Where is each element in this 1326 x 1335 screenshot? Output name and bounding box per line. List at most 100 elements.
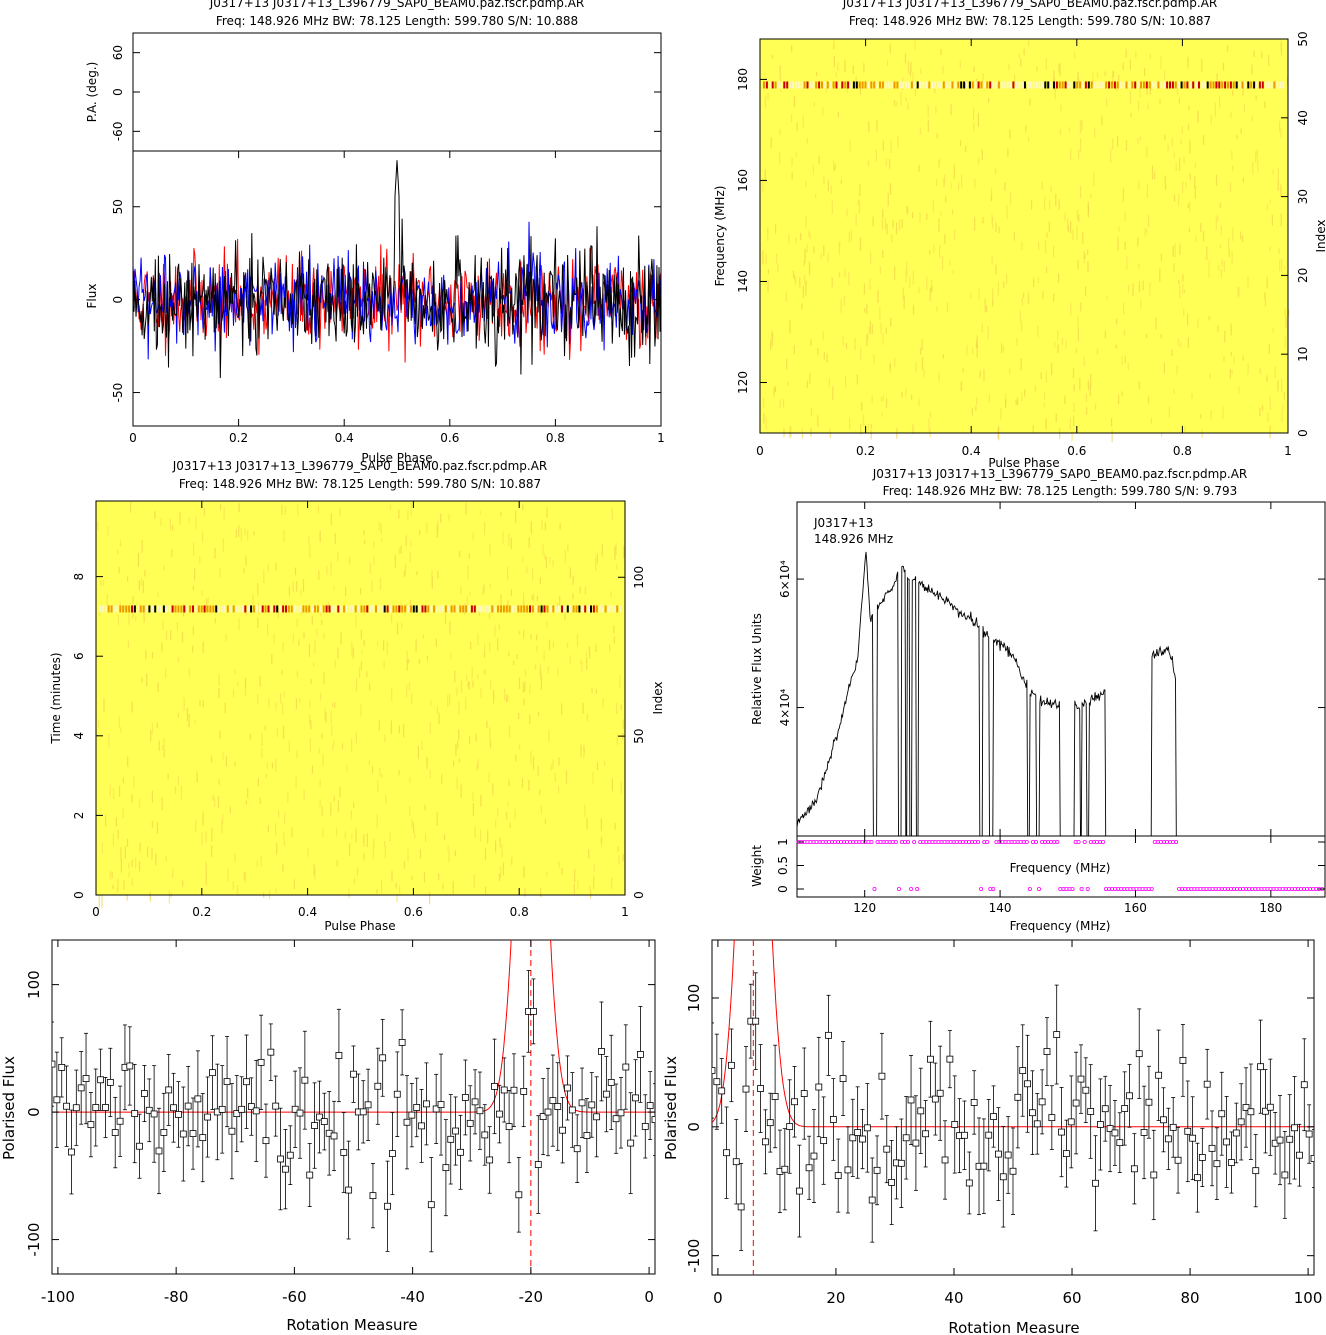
heatmap-bright-cell bbox=[774, 81, 777, 89]
heatmap-cell bbox=[767, 227, 769, 233]
heatmap-cell bbox=[1210, 115, 1212, 124]
heatmap-cell bbox=[1129, 59, 1131, 70]
heatmap-bright-cell bbox=[1171, 81, 1174, 89]
heatmap-cell bbox=[618, 855, 620, 865]
heatmap-cell bbox=[1082, 231, 1084, 244]
heatmap-cell bbox=[131, 701, 133, 713]
heatmap-bright-cell bbox=[412, 605, 415, 613]
heatmap-cell bbox=[459, 550, 461, 557]
heatmap-cell bbox=[586, 713, 588, 722]
heatmap-cell bbox=[283, 831, 285, 842]
heatmap-cell bbox=[911, 212, 914, 219]
heatmap-cell bbox=[263, 569, 265, 584]
heatmap-bright-cell bbox=[1012, 81, 1015, 89]
heatmap-bright-cell bbox=[1070, 81, 1073, 89]
rm-point bbox=[646, 1102, 654, 1109]
heatmap-cell bbox=[133, 775, 135, 789]
rm-positive-plot-frame bbox=[711, 939, 1315, 1276]
heatmap-cell bbox=[1125, 140, 1128, 151]
heatmap-cell bbox=[789, 319, 791, 334]
heatmap-bright-cell bbox=[584, 605, 587, 613]
heatmap-bright-cell bbox=[264, 605, 267, 613]
heatmap-bright-cell bbox=[250, 605, 253, 613]
heatmap-cell bbox=[564, 549, 566, 564]
heatmap-cell bbox=[1028, 137, 1030, 142]
heatmap-cell bbox=[326, 566, 328, 575]
heatmap-cell bbox=[1178, 194, 1180, 207]
bandpass-annotation-name: J0317+13 bbox=[813, 516, 873, 530]
heatmap-cell bbox=[823, 245, 825, 257]
rm-point bbox=[194, 1095, 202, 1103]
rm-point bbox=[209, 1069, 216, 1077]
heatmap-cell bbox=[1197, 110, 1199, 123]
heatmap-cell bbox=[351, 641, 353, 656]
heatmap-cell bbox=[554, 772, 556, 783]
heatmap-cell bbox=[779, 151, 781, 165]
rm-point bbox=[1257, 1063, 1264, 1071]
heatmap-cell bbox=[1266, 276, 1268, 289]
heatmap-cell bbox=[1147, 214, 1150, 228]
heatmap-cell bbox=[543, 650, 545, 661]
heatmap-bright-cell bbox=[870, 81, 873, 89]
heatmap-cell bbox=[355, 677, 358, 692]
heatmap-cell bbox=[409, 551, 411, 563]
heatmap-cell bbox=[344, 831, 346, 839]
heatmap-cell bbox=[474, 826, 476, 838]
heatmap-cell bbox=[515, 754, 517, 762]
rm-point bbox=[1198, 1154, 1206, 1161]
rm-point bbox=[873, 1166, 881, 1174]
heatmap-cell bbox=[275, 758, 277, 773]
heatmap-cell bbox=[892, 219, 894, 229]
heatmap-bright-cell bbox=[502, 605, 505, 613]
heatmap-cell bbox=[325, 712, 327, 723]
heatmap-bright-cell bbox=[505, 605, 508, 613]
heatmap-cell bbox=[788, 233, 790, 244]
heatmap-cell bbox=[163, 565, 165, 571]
heatmap-bright-cell bbox=[258, 605, 261, 613]
heatmap-cell bbox=[1080, 138, 1082, 153]
freq-phase-y2-tick-label: 20 bbox=[1296, 268, 1310, 283]
heatmap-cell bbox=[472, 791, 474, 801]
heatmap-bright-cell bbox=[765, 81, 768, 89]
heatmap-cell bbox=[1149, 53, 1151, 59]
rm-point bbox=[1194, 1174, 1201, 1182]
heatmap-cell bbox=[142, 580, 144, 593]
heatmap-bright-cell bbox=[343, 605, 346, 613]
heatmap-cell bbox=[454, 670, 456, 683]
heatmap-cell bbox=[1187, 313, 1189, 326]
time-phase-y2-axis-label: Index bbox=[651, 681, 665, 714]
heatmap-cell bbox=[211, 827, 213, 842]
heatmap-cell bbox=[875, 149, 877, 162]
heatmap-cell bbox=[108, 734, 110, 748]
heatmap-cell bbox=[762, 178, 764, 192]
heatmap-cell bbox=[511, 857, 513, 866]
heatmap-cell bbox=[417, 746, 419, 760]
heatmap-bright-cell bbox=[186, 605, 189, 613]
heatmap-cell bbox=[1217, 215, 1219, 221]
freq-phase-x-tick-label: 0.4 bbox=[962, 444, 981, 458]
heatmap-bright-cell bbox=[986, 81, 989, 89]
heatmap-cell bbox=[1068, 127, 1070, 133]
heatmap-cell bbox=[1278, 248, 1280, 254]
heatmap-bright-cell bbox=[427, 605, 430, 613]
heatmap-cell bbox=[319, 799, 321, 807]
heatmap-cell bbox=[282, 864, 284, 872]
heatmap-cell bbox=[1101, 115, 1103, 126]
rm-point bbox=[1121, 1105, 1129, 1112]
heatmap-bright-cell bbox=[768, 81, 771, 89]
heatmap-cell bbox=[222, 752, 224, 760]
heatmap-cell bbox=[1252, 161, 1254, 175]
heatmap-bright-cell bbox=[812, 81, 815, 89]
heatmap-cell bbox=[483, 583, 485, 594]
heatmap-cell bbox=[1142, 280, 1144, 291]
heatmap-cell bbox=[418, 659, 420, 664]
heatmap-cell bbox=[965, 145, 967, 152]
heatmap-bright-cell bbox=[1264, 81, 1267, 89]
heatmap-cell bbox=[770, 339, 772, 351]
heatmap-cell bbox=[282, 642, 284, 653]
heatmap-cell bbox=[791, 157, 793, 167]
heatmap-bright-cell bbox=[316, 605, 319, 613]
rm-point bbox=[432, 1105, 440, 1113]
heatmap-bright-cell bbox=[555, 605, 558, 613]
